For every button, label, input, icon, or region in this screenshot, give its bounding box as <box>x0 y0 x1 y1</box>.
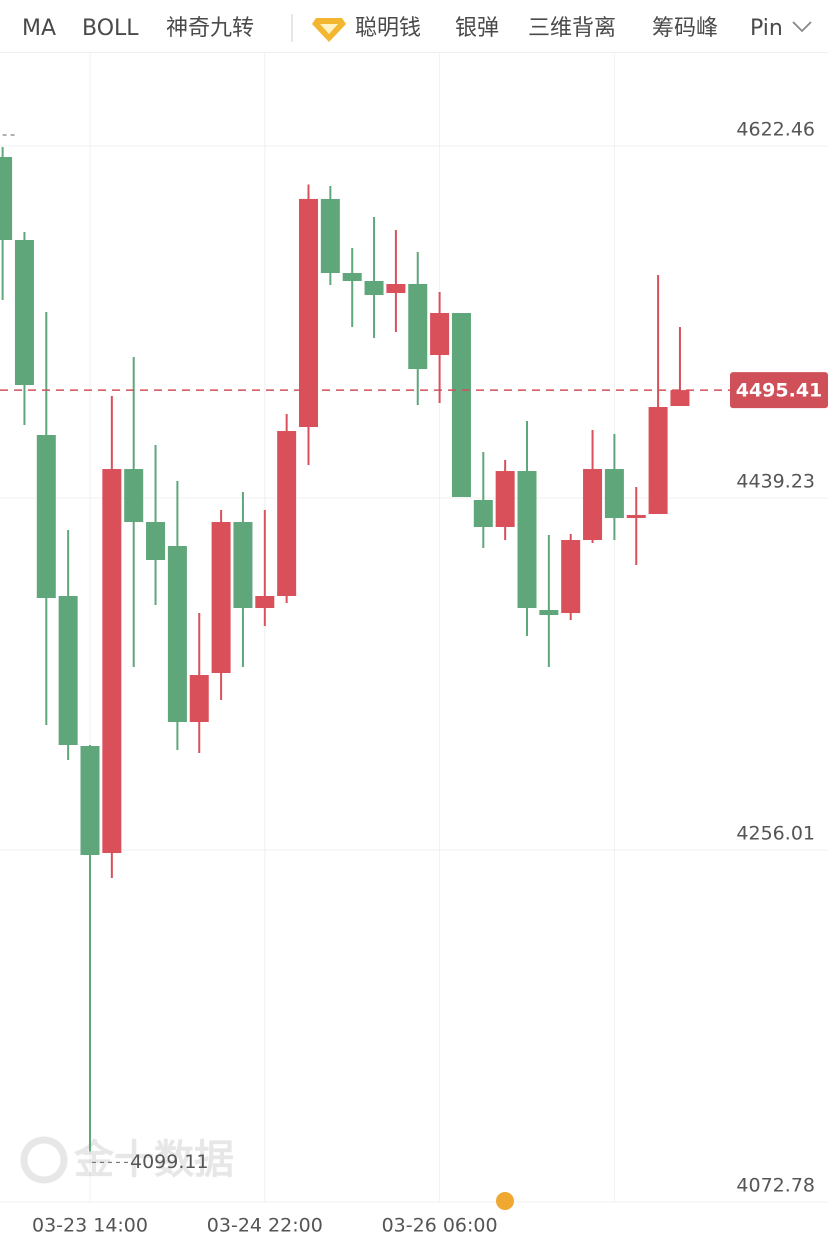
last-price-box <box>730 372 828 409</box>
candle-body <box>299 198 318 428</box>
candle-body <box>451 313 471 498</box>
candle-body <box>320 198 340 274</box>
toolbar-item[interactable]: 筹码峰 <box>652 16 718 41</box>
candle-body <box>539 610 559 616</box>
candle-body <box>233 522 253 609</box>
y-tick-label: 4439.23 <box>736 471 815 493</box>
event-dot[interactable] <box>496 1192 514 1210</box>
candle-body <box>517 471 537 609</box>
y-tick-label: 4072.78 <box>736 1175 815 1197</box>
candle-body <box>14 240 34 386</box>
x-tick-label: 03-24 22:00 <box>207 1215 323 1237</box>
toolbar-item[interactable]: 银弹 <box>455 16 499 41</box>
toolbar-item[interactable]: MA <box>22 16 56 41</box>
x-tick-label: 03-26 06:00 <box>382 1215 498 1237</box>
candle-body <box>364 281 384 296</box>
candle-body <box>0 157 13 241</box>
candle-body <box>648 407 668 515</box>
candle-body <box>342 273 362 282</box>
watermark: 金十数据 <box>20 1136 234 1184</box>
watermark-text: 金十数据 <box>73 1137 234 1183</box>
candle-body <box>473 500 493 528</box>
candle-body <box>430 313 450 356</box>
gem-icon <box>312 18 346 42</box>
x-tick-label: 03-23 14:00 <box>32 1215 148 1237</box>
candle-body <box>80 746 100 856</box>
y-tick-label: 4256.01 <box>736 822 815 844</box>
candle-body <box>626 515 646 519</box>
candle-body <box>408 284 428 370</box>
toolbar-item[interactable]: BOLL <box>82 16 139 41</box>
candle-body <box>495 471 515 528</box>
toolbar-item[interactable]: Pin <box>750 16 783 41</box>
candle-body <box>211 522 231 674</box>
candle-body <box>146 522 166 561</box>
candle-body <box>255 596 275 609</box>
toolbar-item[interactable]: 神奇九转 <box>166 16 254 41</box>
candle-body <box>604 469 624 519</box>
candle-body <box>583 469 603 541</box>
y-tick-label: 4622.46 <box>736 119 815 141</box>
candle-body <box>670 390 690 407</box>
candle-body <box>561 540 581 614</box>
toolbar-more[interactable] <box>792 21 812 33</box>
candle-body <box>58 596 78 746</box>
min-label: 4099.11 <box>130 1151 209 1173</box>
toolbar-item[interactable]: 聪明钱 <box>355 16 421 41</box>
toolbar-item[interactable]: 三维背离 <box>528 16 616 41</box>
candle-body <box>167 546 187 723</box>
candle-body <box>102 469 122 854</box>
candle-body <box>36 435 56 599</box>
candle-body <box>189 675 209 723</box>
candle-body <box>124 469 144 523</box>
candle-body <box>386 284 406 294</box>
candles <box>0 147 690 1152</box>
candle-body <box>277 431 297 597</box>
last-price-label: 4495.41 <box>736 380 823 402</box>
